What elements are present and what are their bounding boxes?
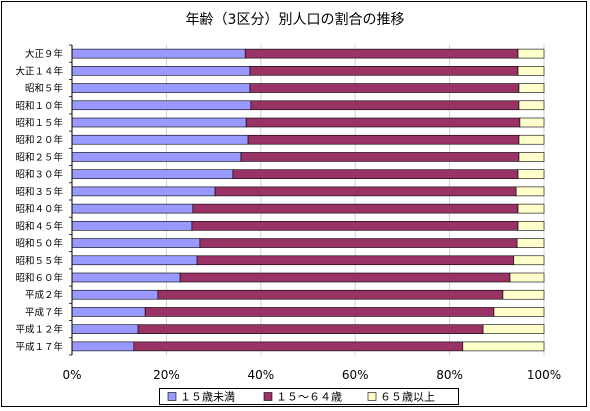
category-label: 平成７年	[25, 306, 64, 318]
bar-segment-series-2	[517, 221, 545, 231]
bar-segment-series-2	[509, 272, 545, 283]
bar-segment-series-1	[240, 152, 520, 162]
bar-segment-series-1	[179, 272, 511, 283]
category-label: 昭和２５年	[15, 151, 63, 163]
bar-segment-series-0	[71, 48, 246, 59]
bar-segment-series-0	[71, 324, 139, 334]
category-label: 昭和２０年	[15, 134, 63, 146]
x-tick-label: 40%	[247, 368, 274, 382]
bar-segment-series-1	[214, 186, 517, 197]
bar-segment-series-0	[71, 341, 135, 352]
bar-segment-series-2	[517, 169, 545, 179]
bar-segment-series-2	[462, 341, 545, 352]
bar-segment-series-2	[519, 117, 545, 128]
legend-swatch	[263, 392, 273, 401]
legend-swatch	[167, 392, 177, 401]
bar-segment-series-0	[71, 186, 216, 197]
category-label: 昭和５５年	[15, 255, 63, 267]
category-label: 大正９年	[25, 48, 64, 60]
legend: １５歳未満 １５～６４歳 ６５歳以上	[159, 388, 459, 405]
bar-segment-series-1	[249, 66, 519, 76]
bar-segment-series-2	[518, 134, 545, 145]
category-label: 大正１４年	[15, 65, 63, 77]
bar-segment-series-0	[71, 255, 198, 266]
bar-segment-series-2	[517, 48, 545, 59]
bar-segment-series-2	[518, 100, 545, 111]
bar-segment-series-2	[517, 203, 545, 214]
bar-segment-series-0	[71, 203, 194, 214]
bar-segment-series-0	[71, 152, 242, 162]
bar-segment-series-0	[71, 221, 193, 231]
bar-segment-series-1	[250, 100, 520, 111]
bar-segment-series-2	[518, 152, 545, 162]
category-label: 昭和５年	[25, 83, 64, 95]
bar-segment-series-2	[502, 289, 545, 300]
bar-segment-series-1	[245, 117, 521, 128]
legend-label: １５歳未満	[180, 391, 235, 404]
category-axis-line	[69, 44, 73, 356]
bar-segment-series-0	[71, 238, 201, 248]
bar-segment-series-2	[515, 186, 545, 197]
category-label: 昭和１５年	[15, 117, 63, 129]
bar-segment-series-2	[518, 83, 545, 93]
bar-segment-series-0	[71, 272, 181, 283]
chart-title: 年齢（3区分）別人口の割合の推移	[186, 11, 405, 28]
legend-label: １５～６４歳	[276, 391, 342, 404]
bar-segment-series-1	[249, 83, 520, 93]
bar-segment-series-1	[196, 255, 515, 266]
bar-segment-series-1	[133, 341, 464, 352]
category-label: 昭和３０年	[15, 169, 63, 181]
category-label: 昭和４５年	[15, 220, 63, 232]
category-label: 昭和１０年	[15, 100, 63, 112]
bar-segment-series-2	[513, 255, 545, 266]
category-axis: 大正９年大正１４年昭和５年昭和１０年昭和１５年昭和２０年昭和２５年昭和３０年昭和…	[15, 48, 63, 353]
category-label: 昭和４０年	[15, 203, 63, 215]
bar-segment-series-1	[157, 289, 504, 300]
category-label: 平成２年	[25, 289, 64, 301]
category-label: 昭和６０年	[15, 272, 63, 284]
category-label: 平成１７年	[15, 341, 63, 353]
bar-segment-series-0	[71, 83, 251, 93]
bar-segment-series-2	[517, 66, 545, 76]
gridlines	[165, 45, 545, 355]
bar-segment-series-0	[71, 117, 247, 128]
category-label: 昭和５０年	[15, 238, 63, 250]
bar-segment-series-0	[71, 169, 234, 179]
bar-segment-series-2	[482, 324, 545, 334]
bar-segment-series-2	[516, 238, 545, 248]
legend-box	[159, 388, 459, 405]
x-tick-label: 0%	[62, 368, 81, 382]
bar-segment-series-0	[71, 289, 159, 300]
category-label: 平成１２年	[15, 324, 63, 336]
bar-segment-series-1	[144, 307, 495, 317]
x-tick-label: 100%	[527, 368, 561, 382]
plot-area	[71, 48, 545, 352]
bar-segment-series-2	[493, 307, 545, 317]
x-tick-label: 80%	[436, 368, 463, 382]
bar-segment-series-0	[71, 307, 146, 317]
legend-swatch	[367, 392, 377, 401]
bar-segment-series-0	[71, 66, 251, 76]
bar-segment-series-1	[244, 48, 519, 59]
bar-segment-series-0	[71, 134, 249, 145]
bar-segment-series-1	[192, 203, 519, 214]
x-tick-label: 20%	[153, 368, 180, 382]
category-label: 昭和３５年	[15, 186, 63, 198]
bar-segment-series-1	[232, 169, 519, 179]
bar-segment-series-1	[199, 238, 518, 248]
bar-segment-series-1	[191, 221, 519, 231]
bar-segment-series-0	[71, 100, 252, 111]
bar-segment-series-1	[247, 134, 520, 145]
legend-label: ６５歳以上	[380, 391, 435, 404]
value-axis: 0% 20% 40% 60% 80% 100%	[62, 368, 561, 382]
bar-segment-series-1	[137, 324, 484, 334]
x-tick-label: 60%	[342, 368, 369, 382]
